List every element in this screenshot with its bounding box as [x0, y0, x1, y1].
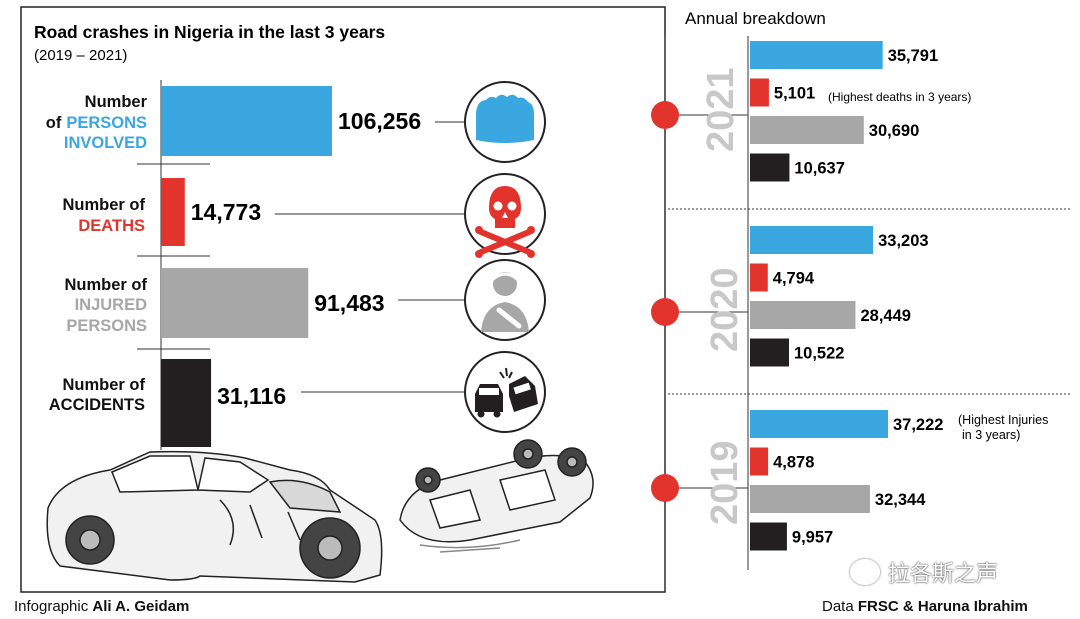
infographic-credit: Infographic Ali A. Geidam	[14, 598, 189, 615]
bar-persons-involved-2019	[750, 410, 888, 438]
bar-accidents-2021	[750, 153, 790, 182]
category-label-line: DEATHS	[78, 217, 145, 235]
annual-breakdown-title: Annual breakdown	[685, 9, 826, 28]
year-group-2019: 2019	[651, 440, 748, 525]
category-label-line: PERSONS	[66, 317, 147, 335]
category-label-persons-involved: Number of PERSONS INVOLVED	[46, 93, 148, 152]
year-group-2020: 2020	[651, 267, 748, 352]
category-label-deaths: Number of DEATHS	[63, 196, 146, 235]
value-label-persons-involved: 106,256	[338, 108, 421, 134]
watermark-text: 拉各斯之声	[888, 561, 999, 586]
value-label-2020: 4,794	[773, 270, 815, 288]
category-label-accidents: Number of ACCIDENTS	[49, 376, 146, 414]
value-label-2019: 32,344	[875, 491, 926, 509]
bar-deaths-2019	[750, 447, 769, 476]
value-label-2021: 10,637	[794, 160, 844, 178]
chart-subtitle: (2019 – 2021)	[34, 47, 127, 64]
year-group-2021: 2021	[651, 67, 748, 152]
injured-person-icon	[464, 259, 546, 341]
category-label-line: Number of	[65, 276, 148, 294]
wechat-icon	[850, 559, 880, 585]
value-label-2019: 4,878	[773, 454, 814, 472]
annual-breakdown-bars: 35,791 5,101 30,690 10,637 33,203 4,794 28,449…	[750, 41, 943, 551]
annotation-highest-deaths: (Highest deaths in 3 years)	[828, 90, 971, 104]
value-label-2019: 37,222	[893, 416, 943, 434]
bar-persons-involved-2020	[750, 226, 874, 254]
bar-injured-persons-2020	[750, 301, 856, 329]
annotation-line: in 3 years)	[962, 428, 1020, 442]
value-label-accidents: 31,116	[217, 383, 286, 409]
category-label-line: INJURED	[75, 296, 148, 314]
value-label-2021: 30,690	[869, 122, 919, 140]
skull-crossbones-icon	[464, 173, 546, 258]
value-label-2019: 9,957	[792, 529, 833, 547]
annotation-highest-injuries: (Highest Injuries in 3 years)	[958, 413, 1048, 442]
year-marker-dot	[651, 298, 679, 326]
year-label-2019: 2019	[704, 440, 746, 525]
overturned-car-illustration	[399, 439, 594, 553]
wrecked-car-illustration	[46, 450, 383, 583]
category-label-line: Number of	[63, 196, 146, 214]
bar-deaths-2020	[750, 263, 768, 292]
category-label-line: Number	[85, 93, 148, 111]
category-label-line: ACCIDENTS	[49, 396, 145, 414]
year-label-2021: 2021	[700, 67, 742, 152]
source-name: FRSC & Haruna Ibrahim	[857, 598, 1028, 615]
value-label-2021: 35,791	[888, 47, 938, 65]
credit-author: Ali A. Geidam	[92, 598, 190, 615]
category-label-word: PERSONS	[66, 114, 147, 132]
year-marker-dot	[651, 474, 679, 502]
annotation-line: (Highest Injuries	[958, 413, 1048, 427]
value-label-2020: 33,203	[878, 232, 928, 250]
watermark: 拉各斯之声	[850, 556, 998, 588]
category-label-line: Number of	[63, 376, 146, 394]
value-label-2020: 10,522	[794, 345, 844, 363]
car-collision-icon	[464, 351, 546, 433]
chart-title: Road crashes in Nigeria in the last 3 ye…	[34, 22, 385, 42]
bar-deaths	[161, 178, 185, 246]
bar-persons-involved-2021	[750, 41, 883, 69]
year-marker-dot	[651, 101, 679, 129]
year-label-2020: 2020	[704, 267, 746, 352]
credit-prefix: Infographic	[14, 598, 93, 615]
bar-deaths-2021	[750, 78, 769, 107]
bar-injured-persons	[161, 268, 309, 338]
value-label-injured-persons: 91,483	[314, 290, 384, 316]
data-source-credit: Data FRSC & Haruna Ibrahim	[822, 598, 1028, 615]
crowd-icon	[464, 81, 546, 163]
category-label-word: of	[46, 114, 62, 132]
bar-accidents	[161, 359, 212, 447]
bar-accidents-2020	[750, 338, 790, 367]
bar-persons-involved	[161, 86, 332, 156]
category-label-injured-persons: Number of INJURED PERSONS	[65, 276, 148, 335]
category-label-line: of PERSONS	[46, 114, 147, 132]
value-label-deaths: 14,773	[191, 199, 261, 225]
value-label-2020: 28,449	[860, 307, 910, 325]
bar-injured-persons-2019	[750, 485, 870, 513]
category-label-line: INVOLVED	[64, 134, 147, 152]
bar-injured-persons-2021	[750, 116, 864, 144]
source-prefix: Data	[822, 598, 858, 615]
value-label-2021: 5,101	[774, 85, 815, 103]
bar-accidents-2019	[750, 522, 787, 551]
